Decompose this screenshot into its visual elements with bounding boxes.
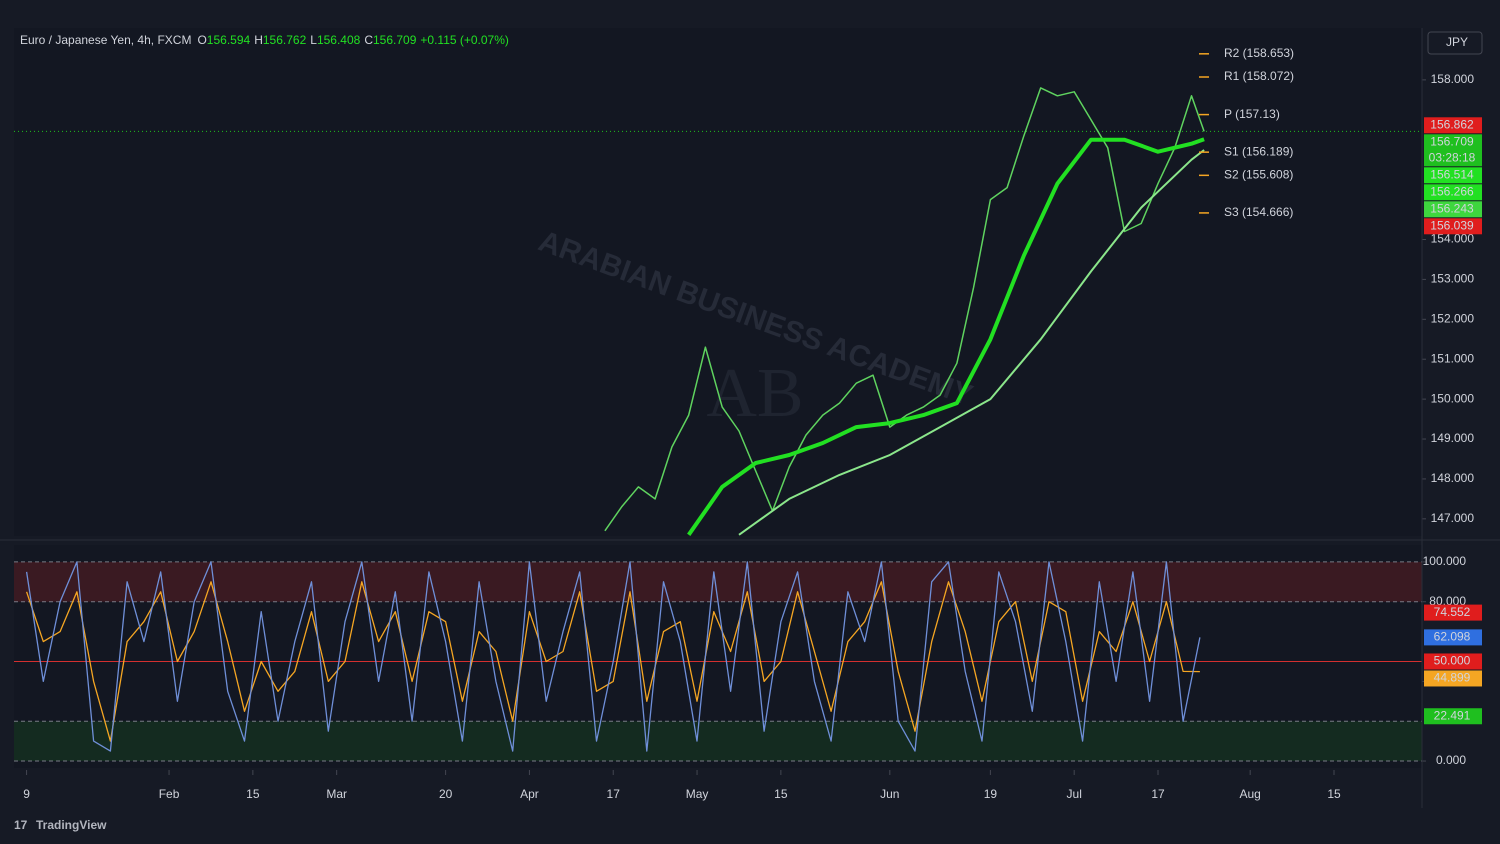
price-badge — [1424, 653, 1482, 670]
ohlc-value: 156.762 — [263, 33, 307, 47]
price-badge — [1424, 629, 1482, 646]
series-line — [738, 149, 1205, 536]
overbought-zone — [14, 561, 1422, 602]
x-tick-label: 15 — [1327, 787, 1341, 801]
ohlc-value: 156.594 — [207, 33, 251, 47]
y-tick-label: 158.000 — [1431, 72, 1475, 86]
legend-header: Euro / Japanese Yen, 4h, FXCM O156.594 H15… — [20, 33, 509, 47]
price-badge-label: 62.098 — [1434, 630, 1471, 644]
pivot-label: S2 (155.608) — [1224, 168, 1293, 182]
series-line — [687, 137, 1205, 536]
y-tick-label: 147.000 — [1431, 511, 1475, 525]
series-line — [25, 561, 1201, 752]
countdown: 03:28:18 — [1429, 150, 1476, 164]
price-badge-label: 156.514 — [1430, 167, 1474, 181]
price-badge — [1424, 604, 1482, 621]
x-tick-label: Feb — [159, 787, 180, 801]
pivot-label: R1 (158.072) — [1224, 69, 1294, 83]
price-badge-label: 156.709 — [1430, 134, 1474, 148]
ohlc-label: L — [310, 33, 317, 47]
x-tick-label: 17 — [607, 787, 621, 801]
y-tick-label: 0.000 — [1436, 753, 1466, 767]
change: +0.115 (+0.07%) — [420, 33, 509, 47]
x-tick-label: Jul — [1067, 787, 1082, 801]
x-tick-label: 17 — [1151, 787, 1165, 801]
pivot-label: R2 (158.653) — [1224, 46, 1294, 60]
x-tick-label: Aug — [1240, 787, 1261, 801]
x-tick-label: Mar — [326, 787, 347, 801]
price-badge-label: 22.491 — [1434, 708, 1471, 722]
y-tick-label: 149.000 — [1431, 431, 1475, 445]
x-tick-label: May — [686, 787, 709, 801]
price-pane — [14, 28, 1422, 536]
pivot-label: P (157.13) — [1224, 107, 1280, 121]
y-tick-label: 154.000 — [1431, 232, 1475, 246]
price-badge — [1424, 218, 1482, 235]
series-line — [25, 581, 1200, 742]
price-badge-label: 156.039 — [1430, 218, 1474, 232]
ohlc-label: H — [254, 33, 263, 47]
ohlc-value: 156.408 — [317, 33, 361, 47]
price-badge-label: 156.862 — [1430, 117, 1474, 131]
ohlc-label: O — [197, 33, 206, 47]
y-tick-label: 153.000 — [1431, 272, 1475, 286]
y-tick-label: 152.000 — [1431, 311, 1475, 325]
price-badge — [1424, 134, 1482, 167]
currency-box[interactable] — [1427, 31, 1483, 55]
pivot-label: S3 (154.666) — [1224, 205, 1293, 219]
price-badge — [1424, 184, 1482, 201]
x-tick-label: 19 — [984, 787, 998, 801]
price-badge-label: 44.899 — [1434, 671, 1471, 685]
brand: TradingView — [36, 818, 107, 832]
y-tick-label: 150.000 — [1431, 391, 1475, 405]
price-badge — [1424, 117, 1482, 134]
symbol: Euro / Japanese Yen, 4h, FXCM — [20, 33, 191, 47]
x-tick-label: Apr — [520, 787, 539, 801]
currency[interactable]: JPY — [1446, 35, 1468, 49]
x-tick-label: 15 — [774, 787, 788, 801]
symbol-info: Euro / Japanese Yen, 4h, FXCM O156.594 H15… — [20, 33, 509, 47]
oversold-zone — [14, 721, 1422, 762]
y-tick-label: 151.000 — [1431, 351, 1475, 365]
series-line — [604, 87, 1205, 532]
watermark-logo: AB — [706, 355, 803, 432]
price-badge-label: 156.266 — [1430, 184, 1474, 198]
y-tick-label: 80.000 — [1429, 594, 1466, 608]
price-badge — [1424, 167, 1482, 184]
x-tick-label: 20 — [439, 787, 453, 801]
price-badge — [1424, 670, 1482, 687]
y-tick-label: 100.000 — [1423, 554, 1467, 568]
brand-logo: 17 — [14, 818, 28, 832]
price-badge — [1424, 708, 1482, 725]
price-badge-label: 50.000 — [1434, 654, 1471, 668]
pivot-label: S1 (156.189) — [1224, 144, 1293, 158]
price-badge-label: 156.243 — [1430, 201, 1474, 215]
price-badge — [1424, 201, 1482, 218]
y-tick-label: 148.000 — [1431, 471, 1475, 485]
ohlc-value: 156.709 — [373, 33, 417, 47]
ohlc-label: C — [364, 33, 373, 47]
x-tick-label: 15 — [246, 787, 260, 801]
x-tick-label: 9 — [23, 787, 30, 801]
x-tick-label: Jun — [880, 787, 899, 801]
price-badge-label: 74.552 — [1434, 605, 1471, 619]
